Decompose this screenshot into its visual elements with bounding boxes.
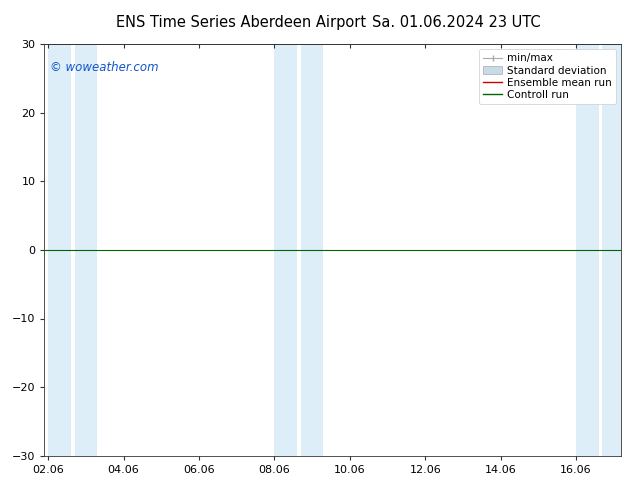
Text: Sa. 01.06.2024 23 UTC: Sa. 01.06.2024 23 UTC	[372, 15, 541, 30]
Bar	[576, 44, 598, 456]
Bar	[48, 44, 71, 456]
Bar	[75, 44, 97, 456]
Bar	[602, 44, 621, 456]
Text: ENS Time Series Aberdeen Airport: ENS Time Series Aberdeen Airport	[116, 15, 366, 30]
Bar	[275, 44, 297, 456]
Legend: min/max, Standard deviation, Ensemble mean run, Controll run: min/max, Standard deviation, Ensemble me…	[479, 49, 616, 104]
Text: © woweather.com: © woweather.com	[50, 61, 158, 74]
Bar	[301, 44, 323, 456]
